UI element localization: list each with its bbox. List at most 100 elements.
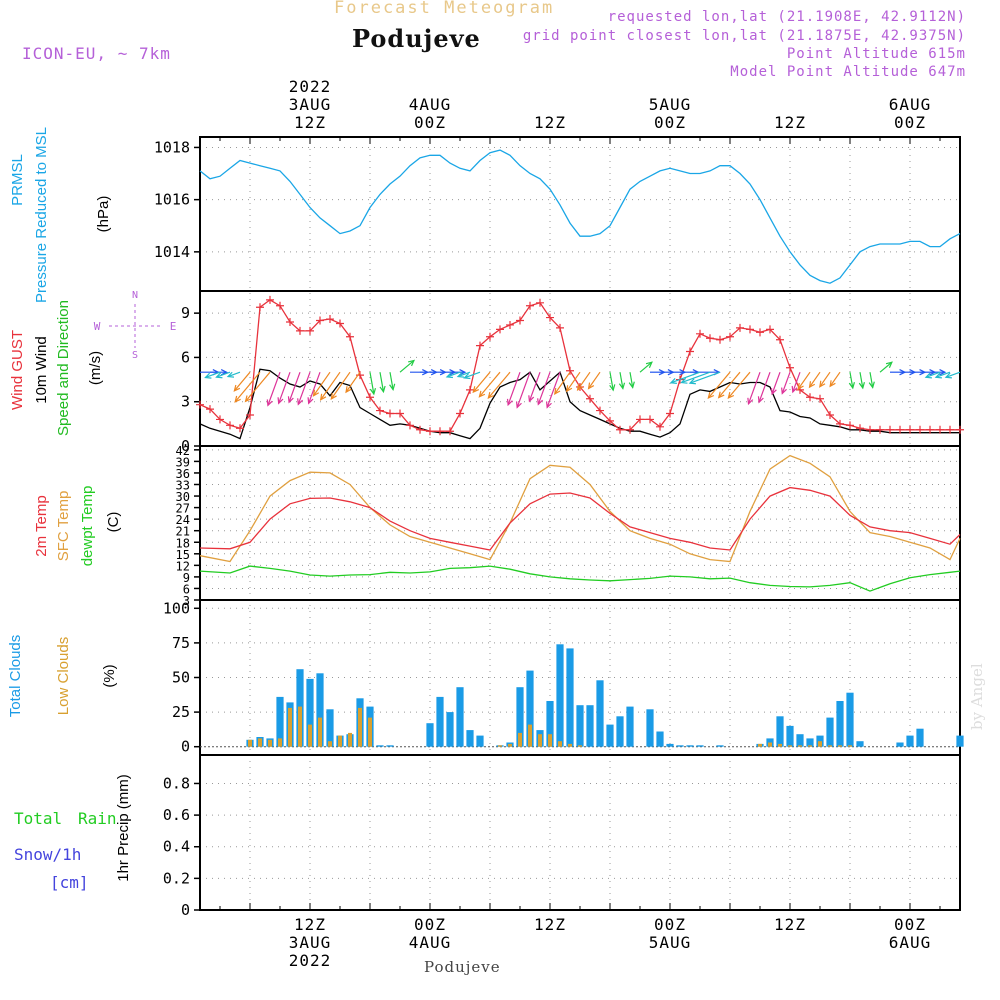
wind-gust-point	[446, 427, 454, 436]
wind-direction-arrow-shaft	[797, 371, 811, 390]
wind-gust-point	[706, 334, 714, 343]
wind-ytick-label-0: 0	[181, 437, 190, 455]
gridpoint-coords: grid point closest lon,lat (21.1875E, 42…	[522, 28, 966, 44]
low-clouds-bar	[808, 745, 812, 747]
wind-gust-point	[416, 425, 424, 434]
wind-direction-arrow-head	[609, 384, 616, 392]
wind-direction-arrow-shaft	[566, 371, 581, 392]
total-clouds-bar	[686, 745, 694, 747]
wind-direction-arrow	[618, 372, 626, 390]
wind-direction-arrow	[478, 371, 501, 398]
wind-gust-point	[686, 347, 694, 356]
wind-direction-arrow-head	[939, 369, 947, 376]
wind-direction-arrow-shaft	[727, 371, 751, 399]
clouds-unit-label: (%)	[101, 664, 118, 687]
wind-direction-arrow	[770, 371, 781, 396]
total-clouds-bar	[276, 696, 284, 747]
wind-direction-arrow-head	[727, 392, 735, 400]
wind-gust-point	[636, 415, 644, 424]
wind-direction-arrow	[727, 371, 751, 400]
wind-direction-arrow-shaft	[809, 371, 821, 388]
top-time-label: 00Z	[414, 113, 446, 132]
wind-direction-arrow	[215, 371, 231, 379]
wind-direction-arrow-shaft	[945, 371, 961, 378]
wind-direction-arrow	[565, 371, 581, 393]
temp-dewpt-line	[199, 565, 961, 592]
wind-direction-arrow	[487, 371, 511, 400]
temperature-ytick-label-5: 18	[176, 536, 190, 550]
total-clouds-bar	[646, 709, 654, 747]
wind-gust-point	[516, 316, 524, 325]
bottom-time-label: 6AUG	[889, 933, 932, 952]
wind-direction-arrow-shaft	[758, 371, 771, 403]
wind-direction-arrow-head	[234, 395, 241, 403]
wind-direction-arrow-head	[848, 382, 855, 390]
wind-direction-arrow-head	[757, 396, 764, 404]
wind-direction-arrow	[868, 372, 875, 389]
low-clouds-bar	[298, 706, 302, 747]
wind-gust-point	[546, 313, 554, 322]
wind-direction-arrow	[307, 371, 321, 405]
wind-direction-arrow-head	[576, 383, 584, 391]
wind-direction-arrow-shaft	[233, 371, 251, 392]
wind-direction-arrow-head	[944, 372, 952, 379]
wind-direction-arrow-head	[545, 401, 552, 409]
low-clouds-bar	[498, 745, 502, 747]
wind-direction-arrow-shaft	[205, 371, 221, 379]
wind-direction-arrow-head	[244, 395, 252, 403]
wind-direction-arrow	[934, 371, 951, 379]
low-clouds-bar	[308, 724, 312, 747]
wind-direction-arrow	[930, 369, 947, 376]
wind-gust-point	[286, 318, 294, 326]
low-clouds-bar	[518, 732, 522, 747]
wind-10m-line	[199, 368, 960, 440]
wind-direction-arrow	[277, 371, 291, 405]
wind-gust-point	[726, 332, 734, 341]
total-clouds-bar	[836, 701, 844, 747]
wind-direction-arrow-shaft	[546, 371, 561, 408]
footer-place: Podujeve	[424, 958, 501, 976]
wind-gust-point	[946, 425, 954, 434]
wind-direction-arrow	[944, 371, 961, 379]
low-clouds-bar	[798, 745, 802, 747]
wind-direction-arrow	[781, 371, 791, 395]
wind-direction-arrow-head	[345, 386, 352, 394]
wind-direction-arrow-shaft	[297, 371, 311, 405]
wind-direction-arrow-head	[528, 395, 535, 403]
wind-gust-point	[816, 394, 824, 403]
wind-direction-arrow	[587, 371, 601, 390]
wind-direction-arrow	[319, 371, 341, 401]
total-clouds-bar	[776, 716, 784, 747]
wind-gust-point	[276, 301, 284, 310]
bottom-time-label: 3AUG	[289, 933, 332, 952]
pressure-label-msl: Pressure Reduced to MSL	[33, 127, 50, 303]
wind-gust-point	[646, 415, 654, 424]
wind-direction-arrow	[528, 371, 541, 403]
compass-e: E	[170, 320, 177, 333]
wind-gust-point	[386, 409, 394, 418]
precip-unit-label: 1hr Precip (mm)	[115, 774, 132, 882]
wind-gust-point	[856, 424, 864, 433]
wind-gust-point	[346, 332, 354, 341]
bottom-time-label: 4AUG	[409, 933, 452, 952]
wind-direction-arrow-head	[215, 372, 223, 379]
wind-gust-point	[876, 425, 884, 434]
total-clouds-bar	[466, 730, 474, 747]
wind-gust-point	[906, 425, 914, 434]
bottom-time-label: 00Z	[894, 915, 926, 934]
total-clouds-bar	[896, 742, 904, 747]
temperature-ytick-label-9: 30	[176, 490, 190, 504]
wind-direction-arrow-head	[506, 398, 513, 407]
wind-direction-arrow-head	[819, 380, 826, 388]
wind-direction-arrow	[369, 372, 377, 396]
total-clouds-bar	[856, 741, 864, 747]
temp-unit-label: (C)	[105, 512, 122, 533]
wind-direction-arrow-shaft	[528, 371, 541, 402]
pressure-ytick-label-1: 1016	[154, 191, 190, 209]
clouds-ytick-label-0: 0	[181, 738, 190, 756]
wind-direction-arrow-head	[330, 392, 337, 400]
total-clouds-bar	[656, 731, 664, 747]
total-clouds-bar	[606, 724, 614, 747]
low-clouds-bar	[328, 741, 332, 747]
wind-gust-point	[566, 366, 574, 375]
